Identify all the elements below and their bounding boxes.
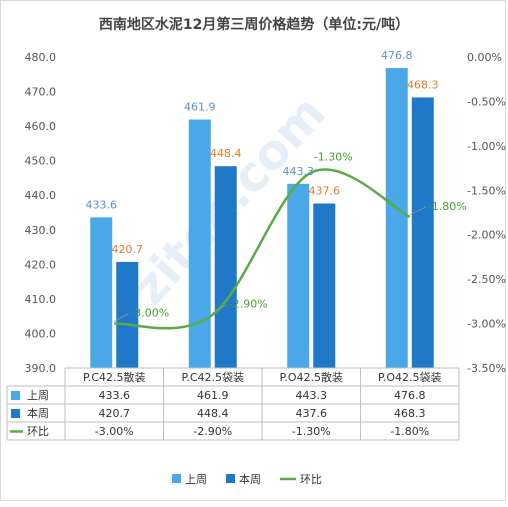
- bar-data-label: 461.9: [184, 101, 216, 114]
- legend-label: 上周: [185, 473, 207, 486]
- y-right-tick-label: -2.00%: [467, 229, 506, 242]
- category-label: P.C42.5散装: [83, 370, 146, 384]
- y-right-tick-label: -3.50%: [467, 362, 506, 375]
- table-cell: 476.8: [394, 389, 426, 402]
- line-data-label: -2.90%: [229, 298, 268, 311]
- table-cell: -2.90%: [193, 425, 232, 438]
- bar-data-label: 437.6: [309, 185, 341, 198]
- y-left-tick-label: 410.0: [25, 293, 57, 306]
- bar-data-label: 433.6: [86, 198, 118, 211]
- y-right-tick-label: -3.00%: [467, 318, 506, 331]
- y-left-tick-label: 480.0: [25, 51, 57, 64]
- y-left-tick-label: 460.0: [25, 120, 57, 133]
- table-row-name: 上周: [27, 389, 49, 402]
- category-label: P.O42.5袋装: [378, 370, 442, 384]
- chart-title: 西南地区水泥12月第三周价格趋势（单位:元/吨）: [99, 16, 409, 33]
- bar-data-label: 468.3: [407, 78, 439, 91]
- bar-data-label: 448.4: [210, 147, 242, 160]
- table-key-上周: [11, 391, 20, 400]
- leader-line: [212, 304, 227, 314]
- bar-本周: [411, 97, 434, 369]
- y-left-tick-label: 390.0: [25, 362, 57, 375]
- bar-上周: [90, 217, 113, 368]
- line-data-label: -1.80%: [428, 200, 467, 213]
- legend: 上周 本周 环比: [172, 472, 322, 486]
- table-cell: 443.3: [296, 389, 328, 402]
- bar-上周: [287, 183, 310, 368]
- y-right-tick-label: -1.50%: [467, 184, 506, 197]
- legend-label: 本周: [239, 472, 261, 486]
- y-right-tick-label: -0.50%: [467, 95, 506, 108]
- y-left-tick-label: 400.0: [25, 327, 57, 340]
- legend-label: 环比: [300, 473, 322, 486]
- y-left-tick-label: 430.0: [25, 224, 57, 237]
- bars: [90, 68, 434, 369]
- table-row-name: 环比: [27, 425, 49, 438]
- table-cell: 461.9: [197, 389, 229, 402]
- table-cell: 468.3: [394, 407, 426, 420]
- table-row-name: 本周: [27, 406, 49, 420]
- y-left-tick-label: 420.0: [25, 258, 57, 271]
- y-left-tick-label: 470.0: [25, 86, 57, 99]
- bar-data-label: 476.8: [381, 49, 413, 62]
- category-label: P.O42.5散装: [279, 370, 343, 384]
- leader-line: [409, 206, 426, 216]
- data-labels: 433.6 420.7 461.9 448.4 443.3 437.6 476.8 468.3…: [86, 49, 467, 322]
- table-cell: 420.7: [99, 407, 131, 420]
- axes: 390.0 400.0 410.0 420.0 430.0 440.0 450.0 460.0…: [25, 51, 506, 375]
- table-cell: 448.4: [197, 407, 229, 420]
- line-data-label: -1.30%: [314, 151, 353, 164]
- line-series: [114, 168, 411, 330]
- category-label: P.C42.5袋装: [181, 370, 244, 384]
- table-cell: -1.80%: [390, 425, 429, 438]
- legend-key-上周: [172, 474, 181, 483]
- bar-本周: [116, 261, 139, 368]
- y-right-tick-label: 0.00%: [467, 51, 502, 64]
- bar-data-label: 443.3: [283, 165, 315, 178]
- y-left-tick-label: 440.0: [25, 189, 57, 202]
- y-right-tick-label: -2.50%: [467, 273, 506, 286]
- bar-上周: [188, 119, 211, 368]
- legend-key-本周: [226, 474, 235, 483]
- bar-上周: [385, 68, 408, 369]
- y-left-tick-label: 450.0: [25, 155, 57, 168]
- table-cell: 437.6: [296, 407, 328, 420]
- line-环比: [114, 168, 411, 330]
- line-data-label: -3.00%: [130, 307, 169, 320]
- bar-本周: [214, 166, 237, 368]
- leader-line: [114, 313, 129, 322]
- table-cell: 433.6: [99, 389, 131, 402]
- y-right-tick-label: -1.00%: [467, 140, 506, 153]
- table-cell: -1.30%: [292, 425, 331, 438]
- bar-data-label: 420.7: [112, 243, 144, 256]
- table-key-本周: [11, 409, 20, 418]
- table-cell: -3.00%: [95, 425, 134, 438]
- bar-本周: [313, 203, 336, 368]
